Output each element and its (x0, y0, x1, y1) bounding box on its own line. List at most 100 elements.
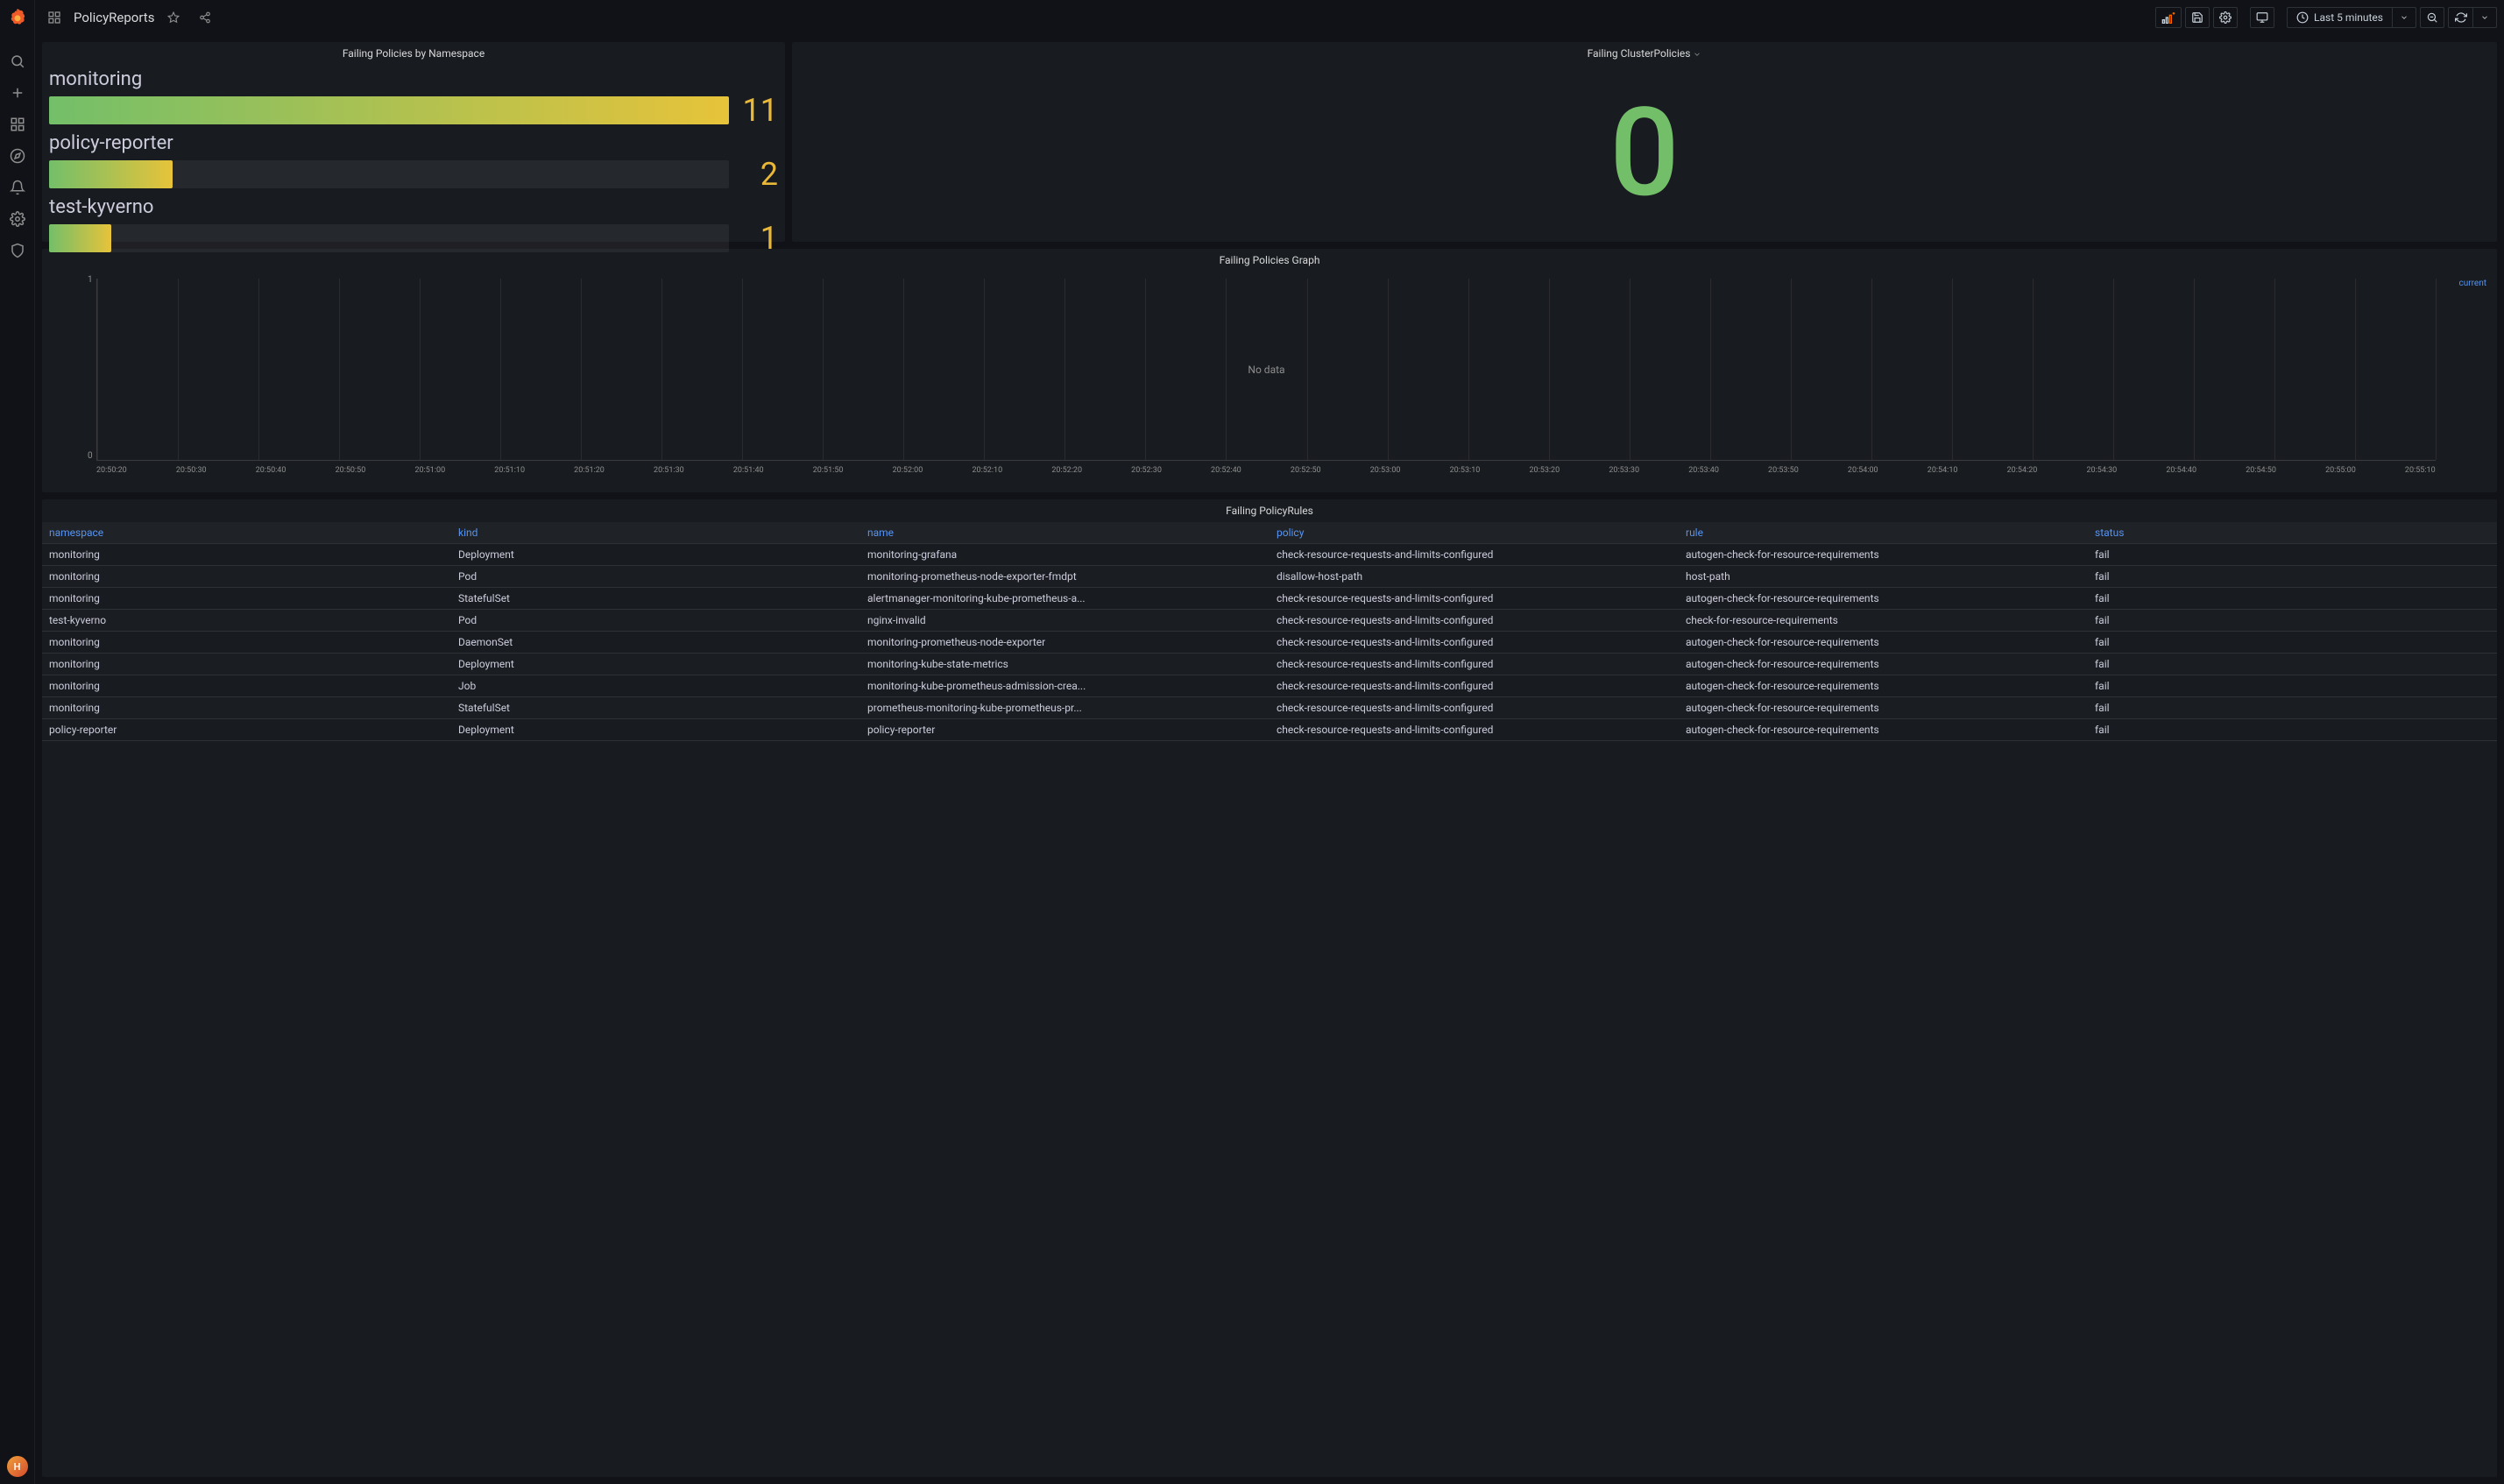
refresh-interval-dropdown[interactable] (2472, 7, 2497, 28)
table-cell: monitoring-prometheus-node-exporter-fmdp… (860, 566, 1270, 588)
table-cell: nginx-invalid (860, 610, 1270, 632)
explore-icon[interactable] (4, 142, 32, 170)
table-cell: autogen-check-for-resource-requirements (1679, 697, 2088, 719)
table-cell: monitoring (42, 588, 451, 610)
table-cell: check-resource-requests-and-limits-confi… (1270, 654, 1679, 675)
x-tick: 20:51:50 (813, 466, 844, 475)
y-tick-top: 1 (88, 275, 93, 285)
column-header-name[interactable]: name (860, 522, 1270, 544)
column-header-status[interactable]: status (2088, 522, 2497, 544)
x-tick: 20:53:20 (1529, 466, 1560, 475)
table-cell: Deployment (451, 544, 860, 566)
table-cell: Deployment (451, 654, 860, 675)
plus-icon[interactable] (4, 79, 32, 107)
table-cell: fail (2088, 610, 2497, 632)
x-tick: 20:50:30 (176, 466, 207, 475)
time-range-dropdown[interactable] (2392, 7, 2416, 28)
x-tick: 20:52:20 (1051, 466, 1082, 475)
table-cell: host-path (1679, 566, 2088, 588)
table-cell: autogen-check-for-resource-requirements (1679, 654, 2088, 675)
column-header-kind[interactable]: kind (451, 522, 860, 544)
x-tick: 20:54:10 (1928, 466, 1958, 475)
x-tick: 20:53:40 (1688, 466, 1719, 475)
table-cell: test-kyverno (42, 610, 451, 632)
x-tick: 20:50:20 (96, 466, 127, 475)
graph-nodata: No data (1248, 364, 1284, 376)
table-cell: check-resource-requests-and-limits-confi… (1270, 719, 1679, 741)
star-icon[interactable] (161, 5, 186, 30)
table-cell: check-resource-requests-and-limits-confi… (1270, 610, 1679, 632)
x-tick: 20:52:30 (1131, 466, 1162, 475)
configuration-icon[interactable] (4, 205, 32, 233)
search-icon[interactable] (4, 47, 32, 75)
table-cell: prometheus-monitoring-kube-prometheus-pr… (860, 697, 1270, 719)
save-button[interactable] (2185, 7, 2210, 28)
dashboard-grid-icon[interactable] (42, 5, 67, 30)
table-cell: monitoring-grafana (860, 544, 1270, 566)
bargauge-row: monitoring 11 (49, 68, 778, 129)
x-tick: 20:54:20 (2007, 466, 2038, 475)
table-cell: Job (451, 675, 860, 697)
time-range-picker[interactable]: Last 5 minutes (2287, 7, 2392, 28)
table-panel: Failing PolicyRules namespacekindnamepol… (42, 499, 2497, 1477)
refresh-button[interactable] (2448, 7, 2472, 28)
table-cell: check-resource-requests-and-limits-confi… (1270, 697, 1679, 719)
table-cell: autogen-check-for-resource-requirements (1679, 544, 2088, 566)
grafana-logo[interactable] (5, 7, 30, 32)
x-tick: 20:51:10 (494, 466, 525, 475)
x-tick: 20:52:10 (972, 466, 1002, 475)
user-avatar[interactable]: H (7, 1456, 28, 1477)
panel-title: Failing PolicyRules (42, 499, 2497, 522)
x-tick: 20:52:50 (1291, 466, 1321, 475)
bigstat-value: 0 (1609, 92, 1680, 215)
bigstat-panel: Failing ClusterPolicies 0 (792, 42, 2497, 242)
x-tick: 20:54:00 (1848, 466, 1878, 475)
sidebar: H (0, 0, 35, 1484)
add-panel-button[interactable] (2155, 7, 2182, 28)
table-cell: check-resource-requests-and-limits-confi… (1270, 544, 1679, 566)
share-icon[interactable] (193, 5, 217, 30)
table-cell: Pod (451, 610, 860, 632)
column-header-rule[interactable]: rule (1679, 522, 2088, 544)
panel-title: Failing ClusterPolicies (792, 42, 2497, 65)
bargauge-label: monitoring (49, 68, 778, 90)
tv-mode-button[interactable] (2250, 7, 2274, 28)
table-cell: alertmanager-monitoring-kube-prometheus-… (860, 588, 1270, 610)
table-cell: monitoring (42, 654, 451, 675)
dashboard-grid: Failing Policies by Namespace monitoring… (35, 35, 2504, 1484)
table-cell: autogen-check-for-resource-requirements (1679, 588, 2088, 610)
x-tick: 20:55:00 (2325, 466, 2356, 475)
table-cell: fail (2088, 632, 2497, 654)
bargauge-value: 11 (743, 92, 778, 129)
x-tick: 20:55:10 (2405, 466, 2436, 475)
y-tick-bottom: 0 (88, 451, 93, 461)
table-row: monitoringDaemonSetmonitoring-prometheus… (42, 632, 2497, 654)
dashboards-icon[interactable] (4, 110, 32, 138)
table-cell: check-resource-requests-and-limits-confi… (1270, 675, 1679, 697)
dashboard-title: PolicyReports (74, 10, 154, 25)
table-row: monitoringDeploymentmonitoring-grafanach… (42, 544, 2497, 566)
table-cell: check-resource-requests-and-limits-confi… (1270, 588, 1679, 610)
alerting-icon[interactable] (4, 173, 32, 201)
admin-icon[interactable] (4, 237, 32, 265)
table-cell: DaemonSet (451, 632, 860, 654)
x-tick: 20:53:30 (1609, 466, 1639, 475)
table-cell: fail (2088, 675, 2497, 697)
settings-button[interactable] (2213, 7, 2238, 28)
bargauge-row: policy-reporter 2 (49, 132, 778, 193)
column-header-policy[interactable]: policy (1270, 522, 1679, 544)
x-tick: 20:53:50 (1768, 466, 1799, 475)
table-cell: disallow-host-path (1270, 566, 1679, 588)
table-cell: monitoring (42, 675, 451, 697)
bargauge-track (49, 160, 729, 188)
graph-panel: Failing Policies Graph 1 0 No data 20:50… (42, 249, 2497, 492)
table-row: monitoringStatefulSetprometheus-monitori… (42, 697, 2497, 719)
graph-legend: current (2458, 279, 2486, 288)
bargauge-track (49, 96, 729, 124)
column-header-namespace[interactable]: namespace (42, 522, 451, 544)
table-cell: fail (2088, 588, 2497, 610)
bargauge-panel: Failing Policies by Namespace monitoring… (42, 42, 785, 242)
table-cell: StatefulSet (451, 697, 860, 719)
zoom-out-button[interactable] (2420, 7, 2444, 28)
table-cell: monitoring-kube-state-metrics (860, 654, 1270, 675)
